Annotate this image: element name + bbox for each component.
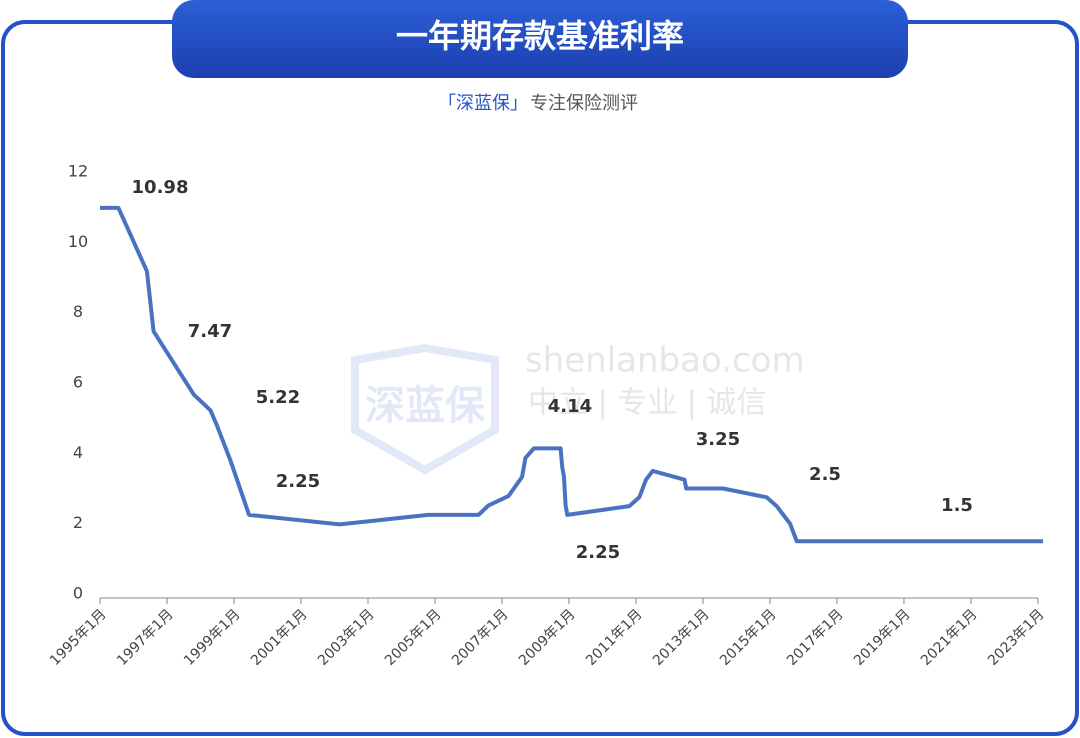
y-tick-label: 6 xyxy=(73,373,83,392)
annotation: 5.22 xyxy=(256,387,300,408)
brand: 「深蓝保」 xyxy=(438,93,528,114)
y-tick-label: 0 xyxy=(73,584,83,603)
annotation: 2.25 xyxy=(276,471,320,492)
watermark-logo: 深蓝保 xyxy=(365,383,486,429)
watermark: 深蓝保 shenlanbao.com 中立 | 专业 | 诚信 xyxy=(351,341,805,475)
watermark-shield xyxy=(351,343,499,475)
watermark-motto: 中立 | 专业 | 诚信 xyxy=(528,386,766,421)
header-banner xyxy=(172,0,908,78)
title: 一年期存款基准利率 xyxy=(396,17,684,55)
annotation: 10.98 xyxy=(132,177,189,198)
annotation: 2.5 xyxy=(809,464,841,485)
y-tick-label: 2 xyxy=(73,513,83,532)
annotation: 7.47 xyxy=(188,321,232,342)
y-tick-label: 8 xyxy=(73,302,83,321)
annotation: 1.5 xyxy=(941,495,973,516)
y-tick-label: 10 xyxy=(68,232,88,251)
y-tick-label: 4 xyxy=(73,443,83,462)
tagline: 专注保险测评 xyxy=(530,93,638,114)
line xyxy=(100,205,1043,544)
annotation: 2.25 xyxy=(576,542,620,563)
annotation: 3.25 xyxy=(696,429,740,450)
annotation: 4.14 xyxy=(548,396,592,417)
y-tick-label: 12 xyxy=(68,162,88,181)
watermark-site: shenlanbao.com xyxy=(525,341,805,381)
